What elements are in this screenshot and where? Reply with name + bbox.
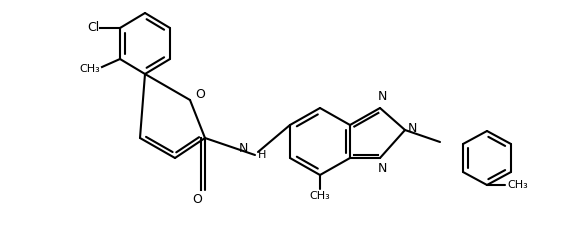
Text: CH₃: CH₃ [310, 191, 331, 201]
Text: O: O [195, 88, 205, 101]
Text: N: N [377, 90, 387, 103]
Text: H: H [258, 150, 266, 160]
Text: Cl: Cl [87, 22, 99, 35]
Text: CH₃: CH₃ [79, 64, 100, 74]
Text: CH₃: CH₃ [507, 180, 528, 190]
Text: N: N [239, 142, 248, 155]
Text: O: O [192, 193, 202, 206]
Text: N: N [408, 122, 417, 135]
Text: N: N [377, 162, 387, 175]
